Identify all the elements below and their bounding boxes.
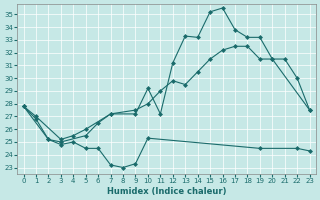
X-axis label: Humidex (Indice chaleur): Humidex (Indice chaleur) (107, 187, 226, 196)
